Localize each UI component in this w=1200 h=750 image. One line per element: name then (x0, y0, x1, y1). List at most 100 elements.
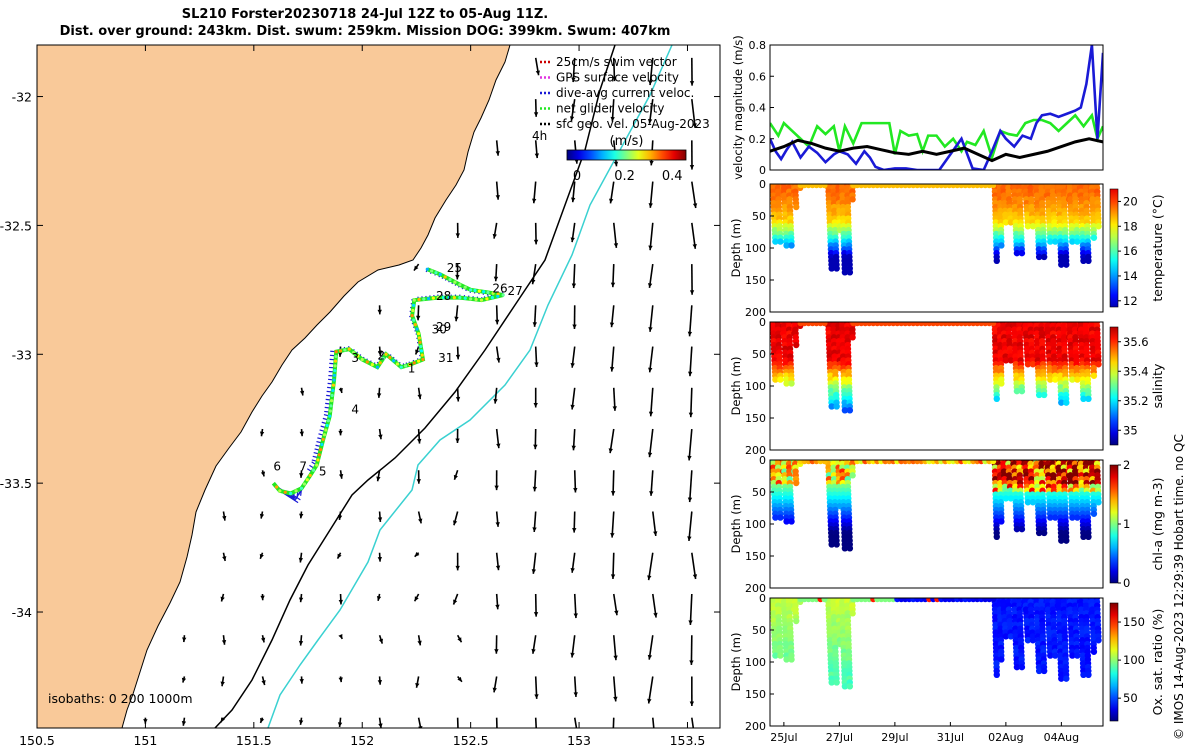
velocity-tick-label-1: 0.2 (749, 133, 767, 146)
track-label-3: 3 (351, 351, 359, 365)
track-dot (378, 361, 382, 365)
section-sample (993, 533, 1000, 540)
geo-arrow-head (220, 596, 225, 602)
section-sample (1047, 514, 1054, 521)
section-colorbar-3 (1109, 464, 1119, 584)
geo-arrow (689, 346, 693, 377)
track-label-7: 7 (299, 459, 307, 473)
geo-arrow-head (610, 282, 616, 288)
geo-arrow-head (418, 518, 423, 524)
section-ylabel-1: Depth (m) (730, 219, 743, 278)
section-sample (1018, 387, 1026, 395)
track-label-4: 4 (351, 403, 359, 417)
time-tick-label-3: 31Jul (937, 731, 964, 744)
geo-arrow-head (687, 455, 692, 461)
track-dot (333, 364, 337, 368)
geo-arrow-head (689, 660, 694, 665)
section-sample (793, 341, 800, 349)
geo-arrow-head (687, 536, 692, 541)
geo-arrow-head (492, 687, 497, 693)
track-dot (417, 336, 421, 340)
title-line-1: SL210 Forster20230718 24-Jul 12Z to 05-A… (181, 7, 549, 22)
x-tick-label-2: 151.5 (236, 733, 272, 748)
geo-arrow-head (687, 497, 693, 503)
geo-arrow-head (692, 123, 697, 128)
section-sample (1074, 376, 1081, 383)
geo-arrow-head (572, 528, 577, 533)
geo-arrow-head (689, 81, 695, 86)
geo-arrow (688, 428, 693, 461)
track-dot (395, 362, 400, 366)
section-sample (1095, 637, 1102, 644)
section-sample (833, 265, 840, 272)
section-sample (993, 395, 1000, 402)
track-dot (469, 297, 473, 301)
geo-arrow-head (455, 438, 460, 443)
section-sample (1095, 499, 1102, 506)
section-sample (1035, 529, 1043, 537)
geo-arrow-head (533, 403, 538, 408)
section-sample (833, 541, 840, 548)
track-dot (319, 448, 323, 452)
section-sample (1074, 652, 1081, 659)
geo-arrow-head (647, 452, 653, 458)
geo-arrow-head (534, 731, 538, 736)
section-sample (849, 334, 856, 341)
geo-arrow-head (181, 721, 187, 726)
section-panel-3: 0 50 100 150 200 Depth (m) 0 1 2 chl-a (mg m-3) (730, 454, 1165, 595)
velocity-series-0 (770, 112, 1103, 162)
section-sample (828, 541, 835, 548)
track-dot (431, 296, 435, 300)
legend-label-4: sfc geo. vel. 05-Aug-2023 (556, 117, 710, 131)
surface-sample (821, 598, 828, 603)
geo-arrow-head (531, 569, 536, 574)
track-dot (289, 491, 293, 496)
velocity-frame (769, 44, 1104, 171)
isobath-1000m (267, 45, 673, 728)
section-sample (1018, 663, 1026, 671)
track-dot (452, 295, 456, 300)
colorbar-title-2: salinity (1150, 363, 1165, 408)
geo-arrow-head (533, 612, 539, 617)
track-label-27: 27 (508, 284, 523, 298)
track-dot (425, 267, 429, 271)
section-sample (1090, 234, 1098, 241)
track-dot (417, 298, 421, 302)
track-label-29: 29 (436, 320, 451, 334)
geo-arrow (689, 387, 693, 418)
section-sample (1013, 249, 1021, 257)
geo-arrow (689, 593, 693, 625)
geo-arrow-head (531, 648, 536, 654)
section-sample (777, 514, 784, 521)
geo-arrow-head (260, 471, 266, 477)
geo-arrow-head (649, 491, 654, 496)
geo-arrow-head (610, 532, 615, 538)
section-sample (846, 407, 854, 414)
geo-arrow-head (493, 398, 498, 404)
track-label-6: 6 (273, 459, 281, 473)
section-sample (841, 683, 849, 690)
geo-arrow-head (495, 604, 500, 610)
geo-arrow-head (299, 431, 304, 437)
geo-arrow-head (688, 371, 693, 377)
geo-arrow-head (143, 719, 148, 724)
section-sample (772, 514, 779, 521)
geo-arrow-head (569, 116, 575, 122)
velocity-tick-label-0: 0 (759, 164, 766, 177)
geo-arrow-head (609, 322, 615, 328)
surface-sample (990, 322, 997, 327)
colorbar-tick-label-0: 50 (1123, 691, 1138, 705)
section-sample (1029, 637, 1037, 644)
geo-arrow-head (609, 366, 615, 372)
track-dot (299, 486, 304, 490)
geo-arrow (456, 717, 459, 728)
geo-arrow-head (378, 638, 383, 644)
track-dot (330, 393, 334, 398)
geo-arrow-head (647, 654, 653, 660)
section-sample (998, 380, 1005, 387)
geo-arrow (534, 717, 538, 728)
geo-arrow-head (532, 486, 538, 492)
section-sample (1090, 648, 1098, 655)
section-sample (1052, 238, 1059, 245)
geo-arrow-head (455, 233, 460, 238)
